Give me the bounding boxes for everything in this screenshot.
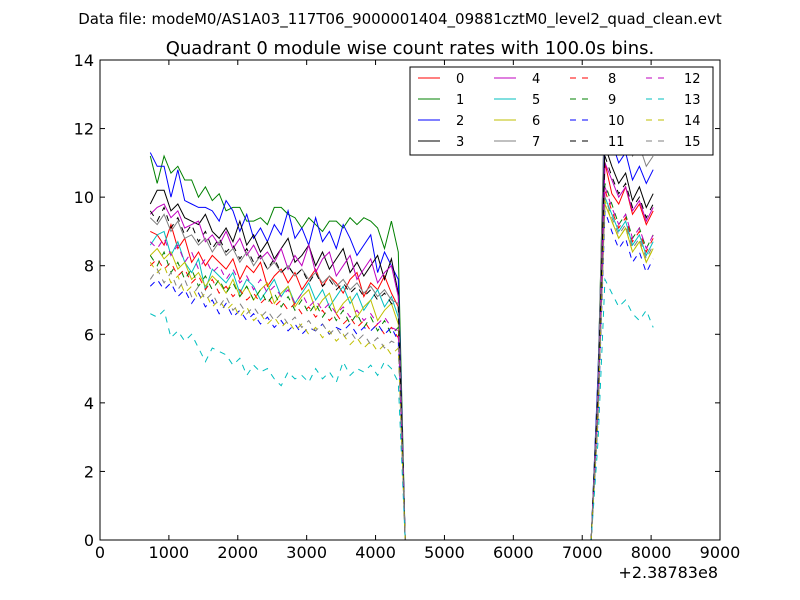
- legend-label-15: 15: [684, 135, 701, 150]
- x-tick-label: 0: [95, 543, 105, 562]
- legend-label-12: 12: [684, 72, 701, 87]
- legend-label-13: 13: [684, 93, 701, 108]
- y-tick-label: 6: [84, 325, 94, 344]
- legend-label-6: 6: [532, 114, 540, 129]
- legend-label-10: 10: [608, 114, 625, 129]
- x-tick-label: 8000: [631, 543, 672, 562]
- x-tick-label: 9000: [700, 543, 741, 562]
- x-tick-label: 2000: [217, 543, 258, 562]
- legend-label-7: 7: [532, 135, 540, 150]
- x-tick-label: 4000: [355, 543, 396, 562]
- y-tick-label: 2: [84, 462, 94, 481]
- x-tick-label: 5000: [424, 543, 465, 562]
- series-line-13: [150, 277, 654, 540]
- legend-label-8: 8: [608, 72, 616, 87]
- series-line-11: [149, 155, 654, 540]
- legend-label-2: 2: [456, 114, 464, 129]
- legend-label-11: 11: [608, 135, 625, 150]
- legend-label-1: 1: [456, 93, 464, 108]
- legend-box: [409, 66, 714, 156]
- y-tick-label: 12: [74, 120, 94, 139]
- legend-label-0: 0: [456, 72, 464, 87]
- y-tick-label: 0: [84, 531, 94, 550]
- series-lines: [149, 87, 654, 540]
- x-tick-label: 6000: [493, 543, 534, 562]
- legend-label-3: 3: [456, 135, 464, 150]
- y-tick-label: 14: [74, 51, 94, 70]
- y-tick-label: 8: [84, 257, 94, 276]
- axis-ticks: 0 1000 2000 3000 4000 5000 6000 7000 8000 9000 0 2 4…: [74, 51, 741, 562]
- legend-label-14: 14: [684, 114, 701, 129]
- legend-label-9: 9: [608, 93, 616, 108]
- y-tick-label: 4: [84, 394, 94, 413]
- x-tick-label: 3000: [286, 543, 327, 562]
- x-tick-label: 7000: [562, 543, 603, 562]
- legend-label-4: 4: [532, 72, 540, 87]
- chart-suptitle: Data file: modeM0/AS1A03_117T06_90000014…: [78, 10, 722, 29]
- y-tick-label: 10: [74, 188, 94, 207]
- series-line-15: [149, 196, 654, 540]
- legend-label-5: 5: [532, 93, 540, 108]
- series-line-8: [149, 190, 654, 540]
- chart-title: Quadrant 0 module wise count rates with …: [166, 38, 655, 59]
- plot-frame: [99, 59, 721, 541]
- x-offset-text: +2.38783e8: [618, 563, 718, 582]
- x-tick-label: 1000: [149, 543, 190, 562]
